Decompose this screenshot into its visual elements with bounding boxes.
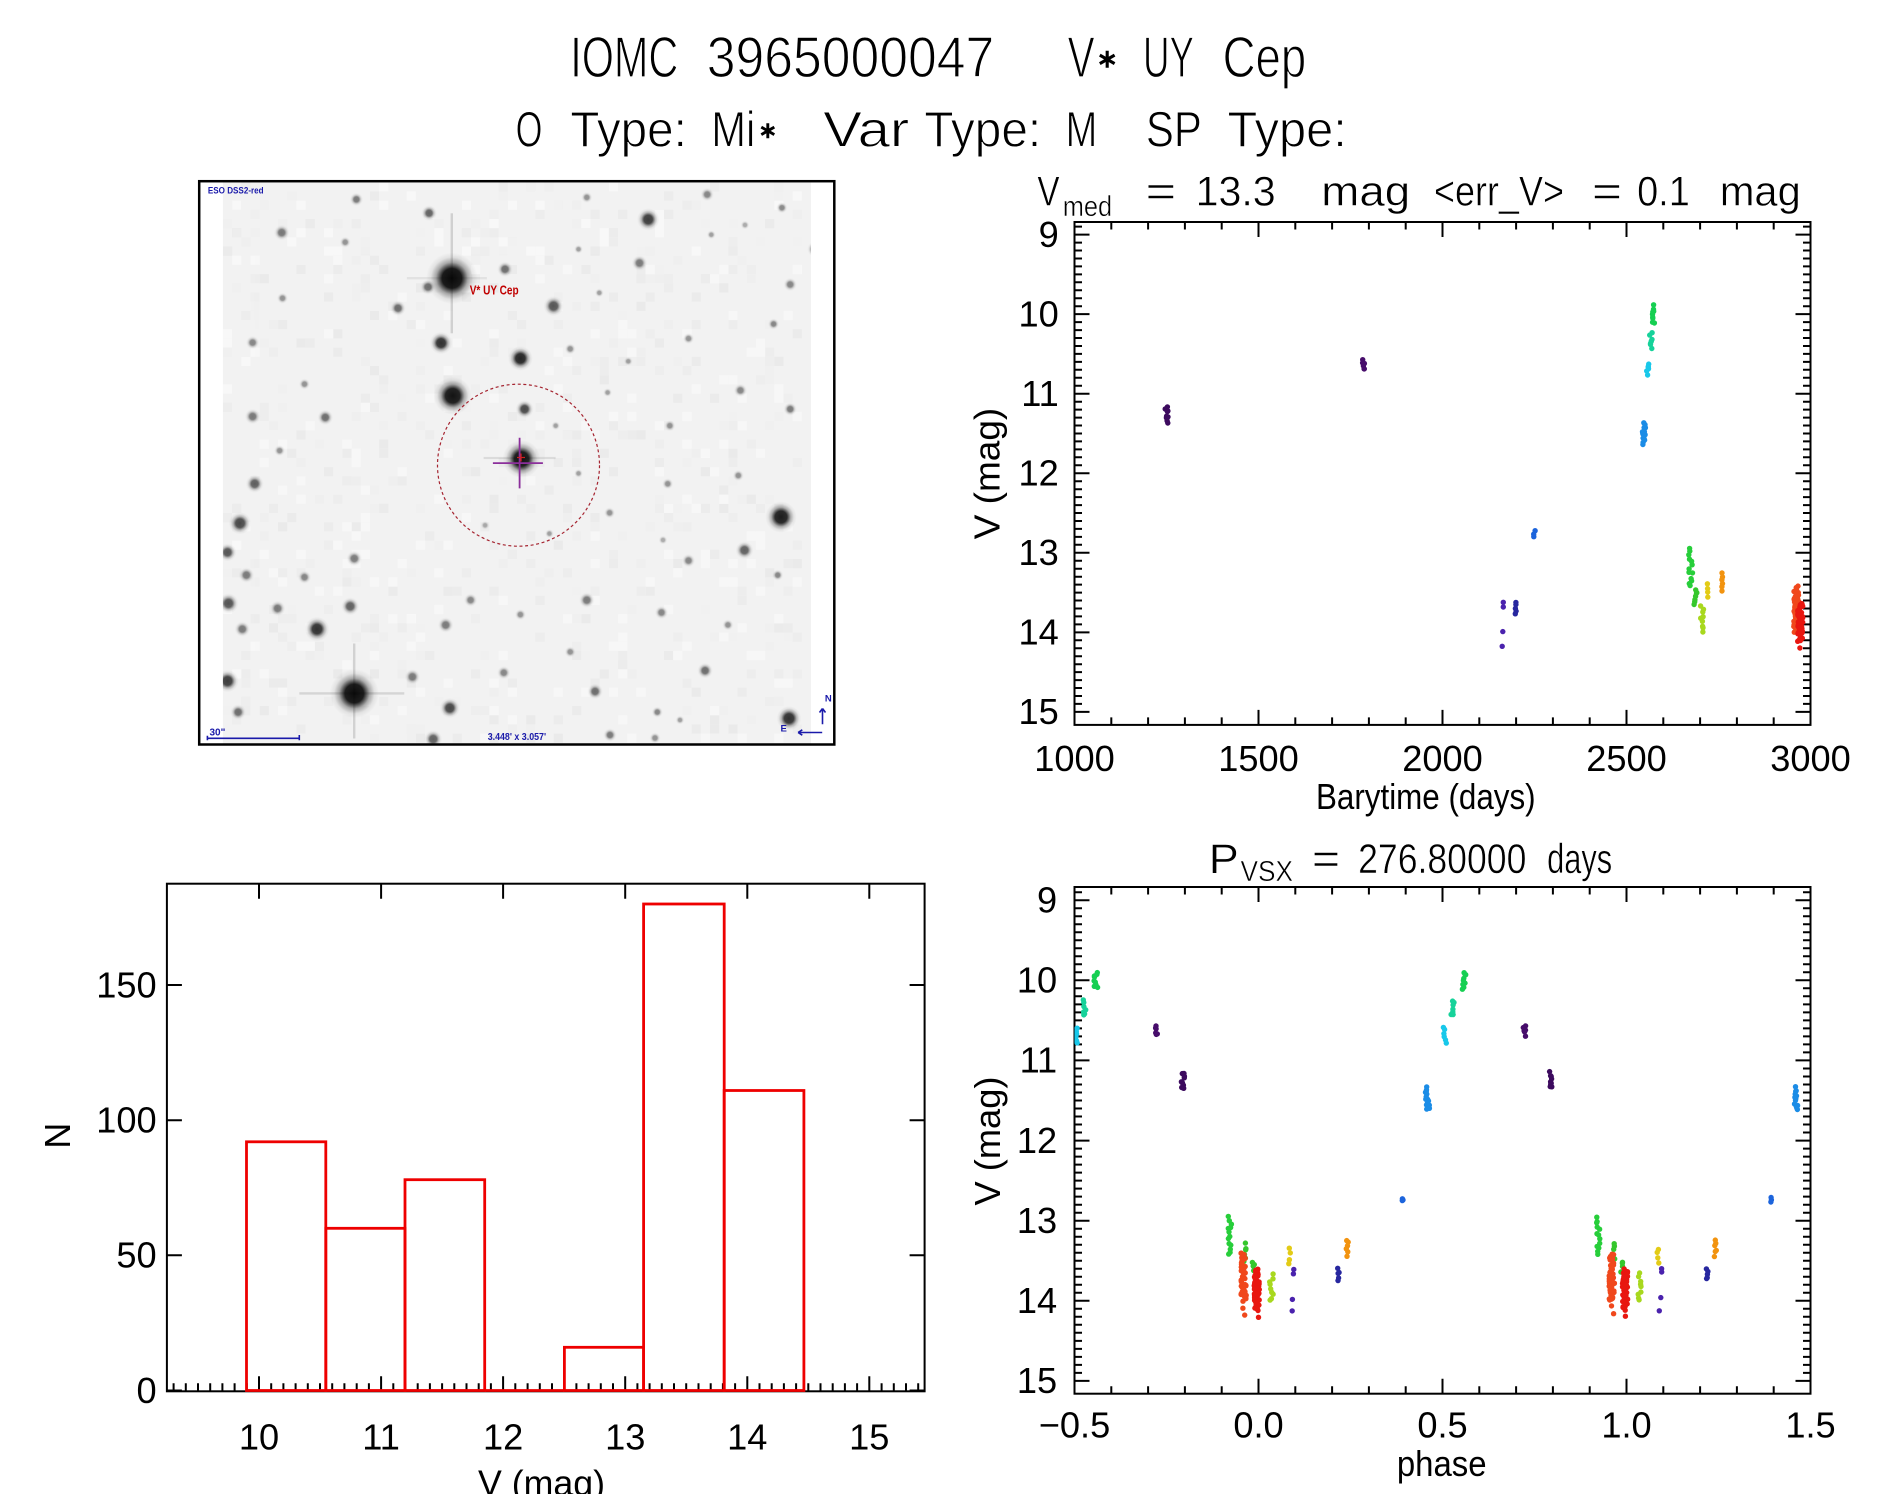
svg-text:Type:: Type: — [924, 101, 1041, 157]
svg-text:med: med — [1063, 191, 1113, 223]
svg-text:Mi: Mi — [711, 101, 755, 157]
svg-text:Cep: Cep — [1223, 26, 1307, 90]
svg-text:3000: 3000 — [1770, 738, 1851, 779]
svg-text:V: V — [1037, 168, 1059, 215]
svg-text:UY: UY — [1143, 26, 1194, 90]
svg-text:−0.5: −0.5 — [1039, 1404, 1110, 1445]
svg-text:11: 11 — [1020, 1040, 1058, 1081]
svg-text:15: 15 — [1017, 1360, 1057, 1401]
svg-text:13: 13 — [1017, 1200, 1057, 1241]
svg-text:=: = — [1592, 168, 1622, 215]
svg-text:V (mag): V (mag) — [966, 408, 1007, 540]
svg-text:days: days — [1547, 835, 1612, 882]
svg-text:14: 14 — [1017, 1280, 1057, 1321]
svg-text:11: 11 — [362, 1416, 400, 1457]
svg-text:=: = — [1146, 168, 1177, 215]
svg-text:9: 9 — [1037, 880, 1057, 921]
svg-text:0.1: 0.1 — [1637, 168, 1690, 215]
svg-text:100: 100 — [96, 1100, 156, 1141]
svg-text:10: 10 — [1019, 293, 1059, 334]
svg-text:M: M — [1066, 101, 1098, 157]
svg-text:O: O — [516, 101, 543, 157]
svg-text:0: 0 — [136, 1370, 156, 1411]
svg-text:P: P — [1209, 835, 1239, 882]
svg-text:N: N — [37, 1123, 78, 1149]
svg-text:15: 15 — [1019, 691, 1059, 732]
svg-text:15: 15 — [849, 1416, 889, 1457]
svg-text:=: = — [1312, 835, 1340, 882]
svg-text:276.80000: 276.80000 — [1358, 835, 1526, 882]
svg-text:1.5: 1.5 — [1785, 1404, 1835, 1445]
svg-text:Barytime (days): Barytime (days) — [1316, 776, 1536, 817]
svg-text:SP: SP — [1146, 101, 1202, 157]
svg-text:Type:: Type: — [570, 101, 686, 157]
svg-text:<err_V>: <err_V> — [1434, 168, 1564, 215]
svg-text:11: 11 — [1021, 373, 1059, 414]
svg-text:E: E — [781, 724, 787, 735]
svg-text:14: 14 — [727, 1416, 767, 1457]
svg-text:0.5: 0.5 — [1417, 1404, 1467, 1445]
svg-text:Var: Var — [823, 101, 909, 157]
svg-text:30": 30" — [210, 728, 226, 739]
svg-text:1.0: 1.0 — [1601, 1404, 1651, 1445]
svg-text:13: 13 — [605, 1416, 645, 1457]
svg-text:12: 12 — [1019, 453, 1059, 494]
svg-text:N: N — [825, 694, 832, 705]
svg-text:50: 50 — [116, 1235, 156, 1276]
svg-text:V (mag): V (mag) — [478, 1463, 605, 1494]
svg-text:mag: mag — [1321, 168, 1410, 215]
svg-text:12: 12 — [483, 1416, 523, 1457]
svg-text:VSX: VSX — [1241, 856, 1294, 888]
svg-text:9: 9 — [1039, 214, 1059, 255]
svg-text:2000: 2000 — [1402, 738, 1483, 779]
svg-text:0.0: 0.0 — [1233, 1404, 1283, 1445]
svg-text:12: 12 — [1017, 1120, 1057, 1161]
svg-text:Type:: Type: — [1228, 101, 1347, 157]
svg-text:13: 13 — [1019, 532, 1059, 573]
svg-text:2500: 2500 — [1586, 738, 1667, 779]
svg-text:phase: phase — [1397, 1443, 1487, 1484]
svg-text:10: 10 — [239, 1416, 279, 1457]
svg-text:V* UY Cep: V* UY Cep — [470, 284, 519, 298]
svg-text:1000: 1000 — [1034, 738, 1115, 779]
svg-text:14: 14 — [1019, 612, 1059, 653]
svg-text:1500: 1500 — [1218, 738, 1299, 779]
svg-text:ESO DSS2-red: ESO DSS2-red — [208, 185, 264, 196]
svg-text:V: V — [1068, 26, 1095, 90]
svg-text:13.3: 13.3 — [1196, 168, 1276, 215]
svg-text:150: 150 — [96, 964, 156, 1005]
svg-text:10: 10 — [1017, 960, 1057, 1001]
svg-text:V (mag): V (mag) — [967, 1077, 1008, 1206]
svg-text:mag: mag — [1720, 168, 1801, 215]
svg-text:3.448' x 3.057': 3.448' x 3.057' — [488, 732, 546, 743]
svg-text:3965000047: 3965000047 — [707, 26, 994, 90]
svg-text:IOMC: IOMC — [570, 26, 678, 90]
